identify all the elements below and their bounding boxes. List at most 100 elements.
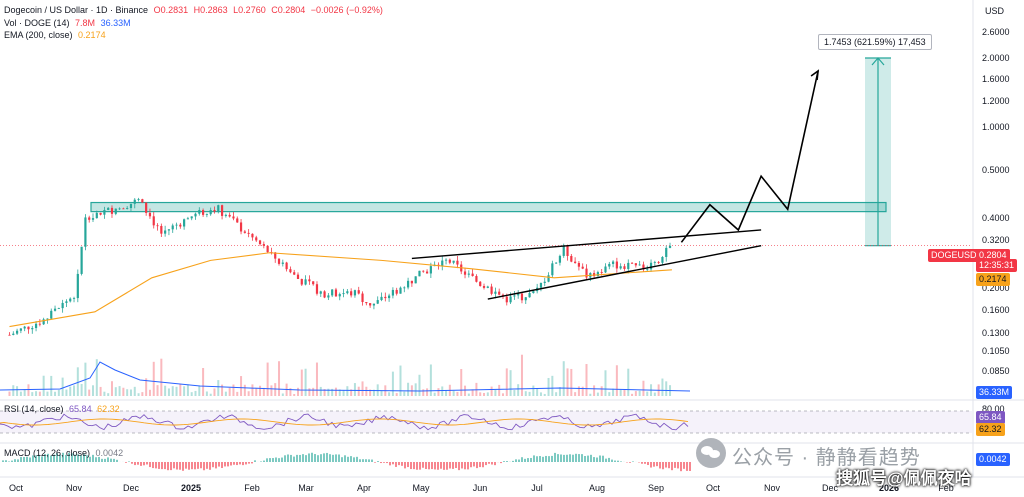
- candle-body: [611, 261, 615, 264]
- macd-histogram-bar: [110, 458, 112, 462]
- volume-bar: [391, 371, 394, 396]
- volume-bar: [65, 389, 68, 396]
- macd-histogram-bar: [353, 457, 355, 462]
- legend-macd-label[interactable]: MACD (12, 26, close): [4, 448, 91, 458]
- volume-bar: [73, 385, 76, 396]
- macd-histogram-bar: [671, 462, 673, 471]
- volume-bar: [281, 393, 284, 396]
- macd-histogram-bar: [128, 461, 130, 462]
- macd-histogram-bar: [53, 454, 55, 462]
- candle-body: [532, 291, 535, 294]
- volume-bar: [228, 387, 231, 396]
- candle-body: [15, 330, 19, 334]
- macd-histogram-bar: [239, 462, 241, 465]
- candle-body: [145, 202, 148, 213]
- volume-bar: [141, 392, 144, 396]
- candle-body: [194, 213, 197, 217]
- volume-bar: [205, 391, 208, 396]
- wechat-logo-icon: [696, 438, 726, 468]
- macd-histogram-bar: [23, 457, 25, 462]
- candle-body: [12, 333, 15, 335]
- candle-body: [38, 323, 41, 325]
- macd-histogram-bar: [209, 462, 211, 470]
- volume-bar: [319, 386, 322, 396]
- price-axis-currency[interactable]: USD: [985, 6, 1005, 16]
- candle-body: [247, 232, 250, 234]
- candle-body: [623, 266, 626, 269]
- macd-histogram-bar: [356, 456, 358, 462]
- volume-bar: [524, 391, 527, 396]
- macd-histogram-bar: [290, 454, 292, 462]
- candle-body: [72, 298, 76, 299]
- volume-bar: [623, 389, 626, 396]
- candle-body: [274, 252, 277, 259]
- volume-bar: [76, 367, 79, 396]
- macd-histogram-bar: [284, 455, 286, 462]
- volume-bar: [152, 361, 155, 396]
- macd-histogram-bar: [221, 462, 223, 469]
- candle-body: [505, 296, 508, 303]
- macd-histogram-bar: [83, 454, 85, 462]
- volume-bar: [259, 385, 262, 396]
- candle-body: [509, 296, 512, 303]
- legend-symbol[interactable]: Dogecoin / US Dollar · 1D · Binance: [4, 5, 149, 15]
- macd-histogram-bar: [608, 457, 610, 462]
- volume-bar: [570, 368, 573, 396]
- legend-rsi-label[interactable]: RSI (14, close): [4, 404, 64, 414]
- candle-body: [285, 262, 288, 270]
- macd-histogram-bar: [644, 462, 646, 464]
- volume-bar: [145, 378, 148, 396]
- candle-body: [414, 276, 417, 284]
- macd-histogram-bar: [62, 452, 64, 462]
- macd-histogram-bar: [311, 452, 313, 462]
- macd-histogram-bar: [218, 462, 220, 467]
- legend-volume-label[interactable]: Vol · DOGE (14): [4, 18, 70, 28]
- macd-histogram-bar: [416, 462, 418, 470]
- candle-body: [224, 214, 227, 216]
- macd-histogram-bar: [401, 462, 403, 466]
- volume-bar: [103, 391, 106, 396]
- macd-histogram-bar: [152, 462, 154, 469]
- macd-histogram-bar: [557, 454, 559, 462]
- volume-bar: [209, 393, 212, 396]
- macd-histogram-bar: [641, 462, 643, 464]
- candle-body: [475, 276, 478, 282]
- macd-histogram-bar: [260, 461, 262, 462]
- macd-histogram-bar: [98, 456, 100, 462]
- macd-histogram-bar: [467, 462, 469, 470]
- legend-ema-row: EMA (200, close) 0.2174: [4, 29, 106, 41]
- macd-histogram-bar: [29, 457, 31, 462]
- candle-body: [84, 217, 87, 247]
- candle-body: [657, 262, 660, 263]
- volume-bar: [593, 385, 596, 396]
- legend-ema-label[interactable]: EMA (200, close): [4, 30, 73, 40]
- volume-bar: [194, 390, 197, 396]
- macd-histogram-bar: [59, 454, 61, 462]
- macd-histogram-bar: [413, 462, 415, 470]
- candle-body: [585, 268, 588, 278]
- macd-histogram-bar: [332, 454, 334, 462]
- volume-bar: [38, 391, 41, 396]
- macd-histogram-bar: [191, 462, 193, 470]
- macd-histogram-bar: [17, 459, 19, 462]
- macd-histogram-bar: [686, 462, 688, 471]
- candle-body: [107, 207, 110, 210]
- macd-histogram-bar: [116, 459, 118, 462]
- macd-histogram-bar: [65, 454, 67, 462]
- volume-bar: [8, 391, 11, 396]
- volume-bar: [92, 385, 95, 396]
- volume-bar: [494, 389, 497, 396]
- macd-histogram-bar: [158, 462, 160, 469]
- candle-body: [110, 207, 114, 214]
- macd-histogram-bar: [482, 462, 484, 468]
- volume-bar: [346, 386, 349, 396]
- volume-bar: [498, 384, 501, 396]
- macd-histogram-bar: [68, 452, 70, 462]
- candle-body: [99, 212, 102, 215]
- macd-histogram-bar: [101, 458, 103, 462]
- volume-bar: [486, 392, 489, 396]
- volume-bar: [88, 389, 91, 396]
- volume-bar: [46, 391, 49, 396]
